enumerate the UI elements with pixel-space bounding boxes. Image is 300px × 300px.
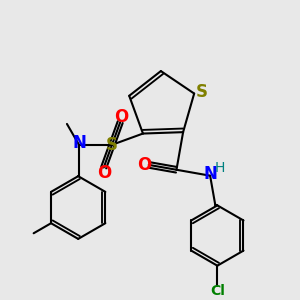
Text: N: N <box>72 134 86 152</box>
Text: N: N <box>203 165 217 183</box>
Text: S: S <box>195 82 207 100</box>
Text: Cl: Cl <box>210 284 225 298</box>
Text: H: H <box>215 161 225 176</box>
Text: S: S <box>106 136 118 154</box>
Text: O: O <box>137 156 151 174</box>
Text: O: O <box>114 107 128 125</box>
Text: O: O <box>98 164 112 182</box>
